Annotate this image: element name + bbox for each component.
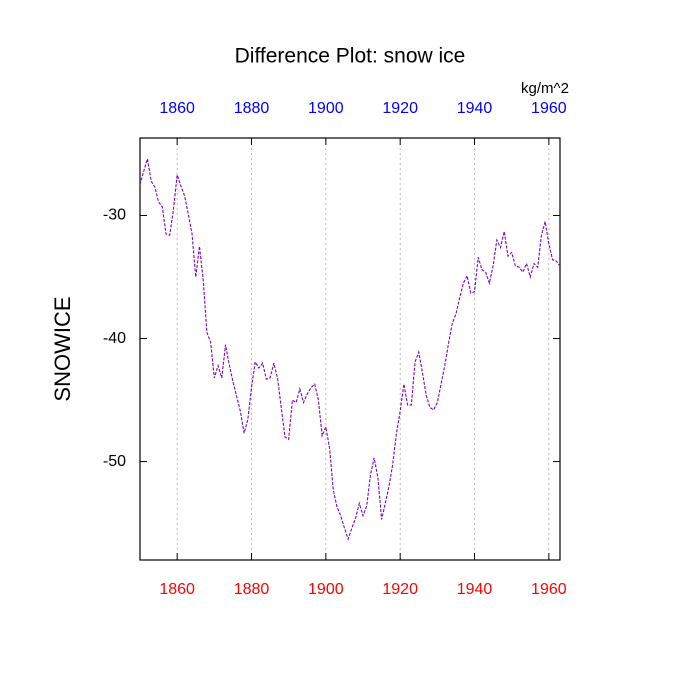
x-tick-label-top: 1960 xyxy=(531,100,567,117)
x-tick-label-top: 1900 xyxy=(308,100,344,117)
x-tick-label-top: 1860 xyxy=(159,100,195,117)
y-tick-label: -40 xyxy=(103,330,126,347)
x-tick-label: 1880 xyxy=(234,581,270,598)
y-tick-label: -50 xyxy=(103,453,126,470)
x-tick-label: 1960 xyxy=(531,581,567,598)
x-tick-label: 1940 xyxy=(457,581,493,598)
x-tick-label: 1900 xyxy=(308,581,344,598)
data-line xyxy=(139,158,561,541)
units-label: kg/m^2 xyxy=(521,80,569,97)
x-tick-label-top: 1880 xyxy=(234,100,270,117)
x-tick-label-top: 1920 xyxy=(382,100,418,117)
y-axis-label: SNOWICE xyxy=(50,296,75,401)
plot-frame xyxy=(139,137,561,561)
chart-title: Difference Plot: snow ice xyxy=(235,45,466,68)
y-tick-label: -30 xyxy=(103,207,126,224)
x-tick-label: 1920 xyxy=(382,581,418,598)
x-tick-label-top: 1940 xyxy=(457,100,493,117)
x-tick-label: 1860 xyxy=(159,581,195,598)
